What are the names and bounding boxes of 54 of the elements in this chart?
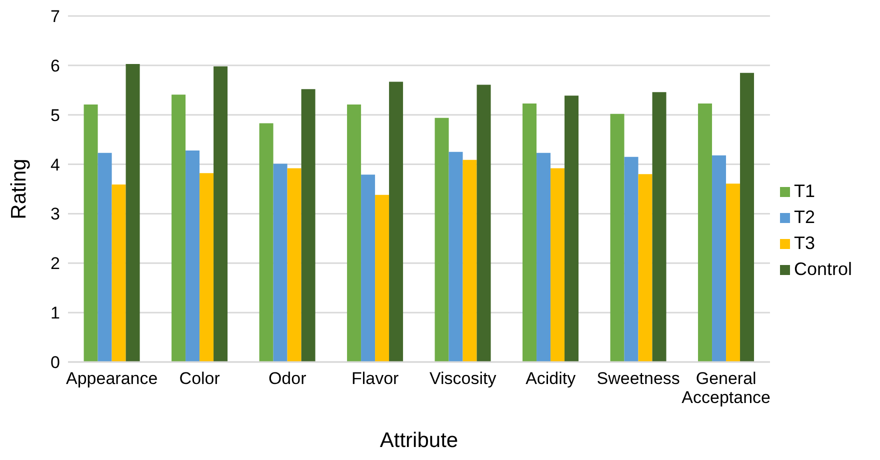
bar xyxy=(126,64,140,362)
x-tick-label: Color xyxy=(179,369,220,388)
y-tick-label: 2 xyxy=(50,254,60,274)
x-tick-label: Viscosity xyxy=(429,369,497,388)
legend-label: Control xyxy=(794,259,852,279)
bar xyxy=(172,94,186,362)
bar xyxy=(536,152,551,362)
x-tick-label: General Acceptance xyxy=(682,369,771,407)
x-axis-title: Attribute xyxy=(380,428,458,452)
y-tick-label: 1 xyxy=(50,304,60,323)
x-tick-label: Flavor xyxy=(351,369,400,388)
bar xyxy=(740,72,754,362)
x-tick-label: Sweetness xyxy=(596,369,680,388)
bar xyxy=(698,103,712,362)
bar xyxy=(273,164,288,362)
y-tick-label: 7 xyxy=(50,7,60,26)
x-tick-label: Odor xyxy=(268,369,307,388)
bar xyxy=(712,155,726,362)
y-tick-label: 0 xyxy=(50,353,60,372)
y-axis-title: Rating xyxy=(7,158,30,220)
bar xyxy=(624,156,638,362)
bar xyxy=(200,173,214,362)
legend-label: T1 xyxy=(794,181,815,201)
legend-label: T2 xyxy=(794,207,815,227)
bar xyxy=(434,118,449,362)
bar xyxy=(476,84,491,362)
bar xyxy=(259,123,274,362)
bar xyxy=(375,194,390,362)
bar xyxy=(287,168,302,362)
bar xyxy=(652,92,666,362)
bar xyxy=(347,104,362,362)
x-tick-label: Acidity xyxy=(526,369,576,388)
y-tick-label: 5 xyxy=(50,106,60,125)
bar xyxy=(550,168,565,362)
bar xyxy=(98,152,112,362)
bar xyxy=(301,89,316,362)
y-tick-label: 4 xyxy=(50,155,60,174)
bar xyxy=(214,66,228,362)
bar xyxy=(112,184,126,362)
x-tick-label: Appearance xyxy=(66,369,158,388)
bar xyxy=(389,82,404,362)
bar xyxy=(564,96,579,362)
bar xyxy=(726,184,740,362)
bar xyxy=(84,104,98,362)
y-tick-label: 3 xyxy=(50,204,60,224)
bar xyxy=(462,160,477,362)
bar xyxy=(186,150,200,362)
bar xyxy=(610,114,624,362)
legend-label: T3 xyxy=(794,233,815,253)
bar xyxy=(522,103,537,362)
bar xyxy=(448,152,463,362)
bar xyxy=(638,174,652,362)
bar xyxy=(361,174,376,362)
y-tick-label: 6 xyxy=(50,56,60,76)
